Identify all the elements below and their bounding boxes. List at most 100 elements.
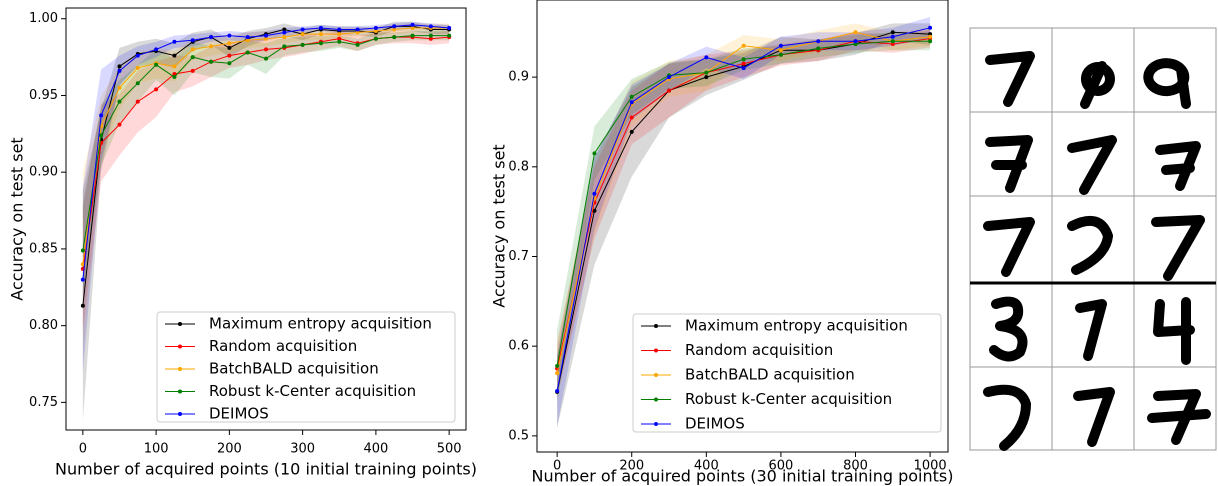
axes-frame <box>536 0 949 453</box>
point <box>245 35 250 40</box>
legend-marker <box>178 389 182 394</box>
point <box>264 47 268 52</box>
digit-image <box>1067 135 1117 195</box>
point <box>172 39 177 44</box>
y-tick-label: 0.95 <box>29 88 58 103</box>
point <box>300 27 305 32</box>
point <box>741 61 746 66</box>
point <box>337 27 342 32</box>
point <box>890 34 895 39</box>
legend-label: DEIMOS <box>209 405 269 423</box>
legend-marker <box>654 324 658 328</box>
x-axis-label: Number of acquired points (10 initial tr… <box>55 460 477 479</box>
point <box>135 81 140 86</box>
point <box>99 113 104 118</box>
legend-label: Maximum entropy acquisition <box>209 315 432 333</box>
point <box>80 248 85 253</box>
point <box>741 43 746 48</box>
point <box>592 191 597 196</box>
point <box>300 32 305 37</box>
x-tick-label: 200 <box>619 459 644 474</box>
point <box>135 53 140 58</box>
y-axis-label: Accuracy on test set <box>490 144 509 307</box>
point <box>704 75 709 80</box>
point <box>318 25 323 30</box>
point <box>410 33 415 38</box>
point <box>555 363 560 368</box>
y-tick-label: 0.75 <box>29 395 58 410</box>
legend-label: Robust k-Center acquisition <box>209 382 416 400</box>
error-band <box>82 21 450 421</box>
point <box>447 25 452 30</box>
point <box>227 41 232 46</box>
point <box>209 44 214 49</box>
point <box>741 57 746 62</box>
digit-image <box>1151 215 1205 281</box>
point <box>264 36 268 41</box>
point <box>282 35 287 40</box>
point <box>629 100 634 105</box>
digit-image <box>1155 141 1201 191</box>
digit-image <box>1080 61 1115 109</box>
x-tick-label: 100 <box>144 442 169 457</box>
point <box>337 39 342 44</box>
error-band <box>557 29 931 396</box>
point <box>264 33 268 38</box>
point <box>410 25 415 30</box>
point <box>154 87 159 92</box>
legend: Maximum entropy acquisition Random acquis… <box>632 313 942 433</box>
legend-label: DEIMOS <box>685 415 745 433</box>
legend-frame <box>632 313 942 433</box>
point <box>928 25 933 30</box>
point <box>428 36 433 41</box>
point <box>300 42 305 47</box>
point <box>778 43 783 48</box>
point <box>373 36 378 41</box>
point <box>209 59 214 64</box>
point <box>592 151 597 156</box>
point <box>555 371 560 376</box>
point <box>555 389 560 394</box>
legend-label: Random acquisition <box>209 337 357 355</box>
point <box>928 39 933 44</box>
point <box>853 30 858 35</box>
point <box>410 22 415 27</box>
point <box>629 129 634 134</box>
digit-image <box>985 51 1035 107</box>
point <box>245 50 250 55</box>
digit-image <box>983 217 1035 277</box>
point <box>355 42 360 47</box>
digit-grid <box>969 27 1217 451</box>
point <box>117 85 122 90</box>
point <box>928 34 933 39</box>
point <box>154 62 159 67</box>
plot-area <box>555 17 933 428</box>
x-tick-label: 0 <box>553 459 561 474</box>
x-tick-label: 800 <box>843 459 868 474</box>
point <box>853 39 858 44</box>
point <box>227 33 232 38</box>
error-band <box>557 23 931 428</box>
error-band <box>82 31 450 297</box>
point <box>282 44 287 49</box>
digit-image <box>1073 387 1115 447</box>
digit-image <box>989 296 1028 362</box>
point <box>282 27 287 32</box>
legend-marker <box>654 373 658 377</box>
y-tick-label: 0.85 <box>29 241 58 256</box>
point <box>117 64 122 69</box>
y-tick-label: 0.8 <box>508 159 529 174</box>
point <box>447 33 452 38</box>
point <box>190 55 195 60</box>
x-tick-label: 200 <box>217 442 242 457</box>
point <box>337 36 342 41</box>
plot-area <box>80 21 452 421</box>
point <box>227 61 232 66</box>
x-tick-label: 1000 <box>914 459 947 474</box>
x-tick-label: 400 <box>363 442 388 457</box>
y-tick-label: 0.80 <box>29 318 58 333</box>
point <box>890 39 895 44</box>
point <box>355 30 360 35</box>
x-tick-label: 300 <box>290 442 315 457</box>
